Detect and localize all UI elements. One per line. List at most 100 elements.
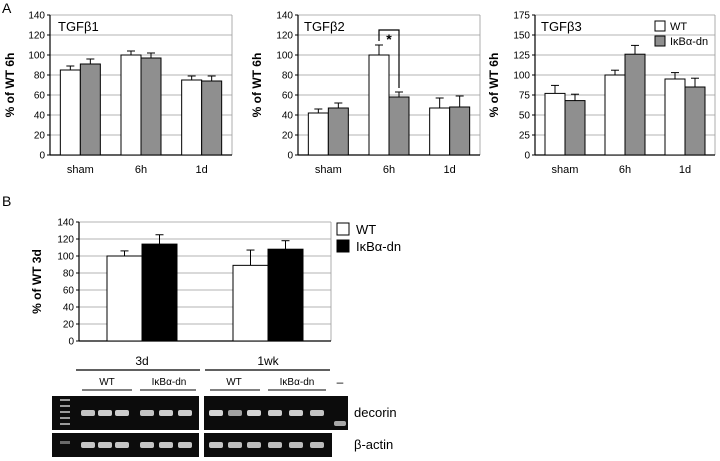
x-tick-label: 6h	[135, 164, 147, 176]
gel-band	[115, 410, 129, 416]
chart-tgfb3: 0 25 50 75 100 125 150 175 sham 6h 1d TGFβ3 % of WT …	[487, 11, 716, 176]
gel-group-1wk: 1wk	[257, 354, 279, 368]
chart-title: TGFβ3	[541, 19, 582, 34]
gel-ladder-band	[60, 423, 70, 425]
y-tick-label: 0	[524, 151, 530, 162]
bar-dn	[624, 53, 646, 156]
legend-b-wt-label: WT	[356, 222, 376, 237]
y-axis-label: % of WT 6h	[487, 53, 501, 118]
y-axis-label: % of WT 6h	[3, 53, 17, 118]
gel-sub-wt-1: WT	[99, 377, 115, 388]
gel-band	[289, 442, 303, 448]
gel-neg-lane	[332, 433, 348, 457]
y-tick-label: 120	[28, 31, 45, 42]
bar-wt	[544, 92, 566, 156]
significance-mark: *	[386, 31, 392, 47]
y-tick-label: 0	[68, 337, 74, 348]
y-tick-label: 25	[519, 131, 531, 142]
gel-sub-dn-1: IκBα-dn	[152, 377, 187, 388]
legend-a-dn-swatch	[654, 35, 666, 47]
y-tick-label: 0	[39, 151, 45, 162]
y-tick-label: 140	[276, 11, 293, 22]
x-tick-label: 6h	[383, 164, 395, 176]
x-tick-label: sham	[315, 164, 342, 176]
legend-a-wt-swatch	[654, 20, 666, 32]
panel-label-a: A	[2, 0, 12, 16]
bar-dn	[79, 63, 101, 156]
y-tick-label: 50	[519, 111, 531, 122]
y-tick-label: 60	[282, 91, 294, 102]
gel-band-neg	[334, 421, 346, 426]
bar-wt	[604, 74, 626, 156]
gel-group-3d: 3d	[135, 354, 148, 368]
gel-band	[159, 410, 173, 416]
bar-dn	[201, 80, 223, 156]
gel-sub-dn-2: IκBα-dn	[280, 377, 315, 388]
y-tick-label: 80	[282, 71, 294, 82]
y-tick-label: 60	[34, 91, 46, 102]
gel-band	[228, 410, 242, 416]
y-tick-label: 150	[513, 31, 530, 42]
x-tick-label: 1d	[679, 164, 691, 176]
chart-decorin: 0 20 40 60 80 100 120 140 % of WT 3d	[30, 218, 332, 348]
gel-band	[228, 442, 242, 448]
y-tick-label: 60	[63, 286, 75, 297]
y-tick-label: 125	[513, 51, 530, 62]
y-tick-label: 100	[28, 51, 45, 62]
bar-wt	[664, 78, 686, 156]
bar-wt	[368, 54, 390, 156]
y-tick-label: 40	[282, 111, 294, 122]
panel-label-b: B	[2, 193, 11, 209]
chart-tgfb2: 0 20 40 60 80 100 120 140 sham 6h 1d TGFβ2 % of WT 6…	[250, 11, 481, 176]
gel-band	[178, 410, 192, 416]
y-tick-label: 20	[63, 320, 75, 331]
y-tick-label: 80	[63, 269, 75, 280]
bar-wt	[120, 54, 142, 156]
gel-band	[209, 442, 223, 448]
legend-b-wt-swatch	[336, 222, 350, 236]
y-tick-label: 100	[513, 71, 530, 82]
bar-wt	[181, 79, 203, 156]
x-tick-label: 1d	[196, 164, 208, 176]
bar-dn	[564, 100, 586, 156]
y-tick-label: 40	[34, 111, 46, 122]
x-tick-label: sham	[67, 164, 94, 176]
gel-ladder-band	[60, 405, 70, 407]
legend-a-wt-label: WT	[670, 21, 687, 33]
gel-bands	[52, 396, 348, 457]
gel-band	[268, 410, 282, 416]
gel-band	[310, 410, 324, 416]
bar-wt	[59, 69, 81, 156]
bar-dn	[449, 106, 471, 156]
gel-row-decorin: decorin	[354, 405, 397, 420]
gel-band	[159, 442, 173, 448]
bar-dn	[140, 57, 162, 156]
legend-b-dn-label: IκBα-dn	[356, 239, 401, 254]
gel-band	[209, 410, 223, 416]
y-tick-label: 80	[34, 71, 46, 82]
bar-wt	[232, 264, 269, 342]
gel-blot: 3d 1wk WT IκBα-dn WT IκBα-dn – decorin β…	[52, 354, 397, 457]
bar-wt	[106, 255, 143, 342]
gel-band	[98, 410, 112, 416]
gel-band	[81, 442, 95, 448]
gel-band	[98, 442, 112, 448]
y-tick-label: 20	[34, 131, 46, 142]
gel-band	[247, 442, 261, 448]
gel-band	[247, 410, 261, 416]
gel-band	[140, 410, 154, 416]
bar-dn	[388, 96, 410, 156]
gel-band	[289, 410, 303, 416]
bar-dn	[267, 248, 304, 342]
gel-band	[140, 442, 154, 448]
y-tick-label: 40	[63, 303, 75, 314]
y-tick-label: 20	[282, 131, 294, 142]
gel-band	[268, 442, 282, 448]
legend-b: WT IκBα-dn	[336, 222, 401, 254]
bar-wt	[307, 112, 329, 156]
chart-title: TGFβ1	[58, 19, 99, 34]
bar-wt	[429, 107, 451, 156]
legend-a-dn-label: IκBα-dn	[670, 36, 708, 48]
y-tick-label: 140	[28, 11, 45, 22]
y-axis-label: % of WT 6h	[250, 53, 264, 118]
